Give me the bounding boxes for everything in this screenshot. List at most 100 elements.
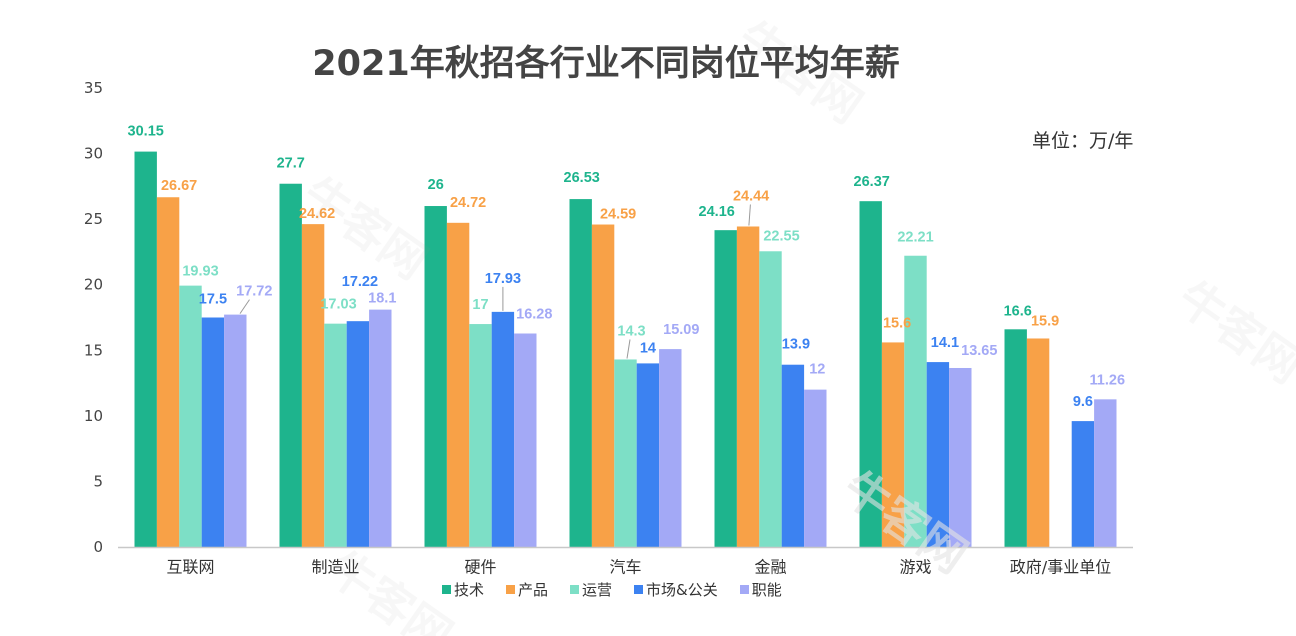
legend-label-tech: 技术 [454,581,485,599]
bar-series-4-category-1 [201,317,225,547]
legend-label-product: 产品 [518,581,549,599]
bar-series-5-category-6 [949,367,972,547]
data-label-series-2-category-5: 24.44 [733,189,769,205]
data-label-series-2-category-1: 26.67 [161,178,197,194]
data-label-series-3-category-4: 14.3 [617,324,645,340]
data-label-series-1-category-2: 27.7 [277,156,305,172]
data-label-series-3-category-5: 22.55 [763,228,799,244]
data-label-series-4-category-3: 17.93 [485,271,521,287]
legend-item-marketing-pr: 市场&公关 [634,579,718,600]
data-label-series-5-category-4: 15.09 [663,322,699,338]
data-label-series-1-category-7: 16.6 [1004,303,1032,319]
watermark-text: 牛客网 [1168,270,1296,393]
y-axis-tick-labels: 0 5 10 15 20 25 30 35 [84,79,103,556]
bar-series-2-category-5 [736,226,760,548]
y-tick-label: 25 [84,210,103,228]
bar-series-5-category-2 [369,309,392,547]
data-label-series-1-category-5: 24.16 [699,204,735,220]
data-label-series-4-category-2: 17.22 [342,274,378,290]
bar-series-4-category-5 [781,364,805,547]
bar-series-4-category-4 [636,363,660,547]
data-label-series-4-category-7: 9.6 [1073,394,1093,410]
data-label-series-3-category-1: 19.93 [182,264,218,280]
y-tick-label: 10 [84,407,103,425]
data-label-series-1-category-1: 30.15 [128,124,164,140]
bar-series-3-category-3 [469,324,492,547]
x-category-label: 汽车 [609,558,641,577]
x-category-label: 硬件 [464,558,496,577]
legend: 技术 产品 运营 市场&公关 职能 [442,579,782,600]
leader-line [748,204,751,226]
legend-item-tech: 技术 [442,579,484,600]
legend-swatch-operations [570,585,580,594]
data-label-series-1-category-6: 26.37 [854,174,890,190]
bar-series-3-category-1 [179,285,202,547]
data-label-series-2-category-6: 15.6 [883,315,911,331]
data-label-series-1-category-4: 26.53 [564,170,600,186]
bar-series-2-category-1 [156,197,180,548]
x-category-label: 互联网 [166,558,214,577]
bar-series-3-category-2 [324,323,347,547]
bar-series-4-category-2 [346,321,370,547]
data-label-series-4-category-1: 17.5 [199,292,227,308]
data-label-series-2-category-2: 24.62 [299,206,335,222]
bar-series-2-category-7 [1026,338,1050,547]
legend-label-operations: 运营 [582,581,613,599]
bar-series-5-category-5 [804,389,827,547]
y-tick-label: 35 [84,79,103,97]
legend-item-functional: 职能 [739,579,782,600]
bar-series-2-category-2 [301,224,325,547]
bar-series-4-category-6 [926,362,950,547]
legend-label-functional: 职能 [751,581,782,599]
leader-line [239,299,250,314]
data-label-series-4-category-4: 14 [640,340,656,356]
bar-series-2-category-4 [591,224,615,547]
bar-series-3-category-4 [614,359,637,547]
bar-series-1-category-5 [714,230,737,547]
bar-series-1-category-6 [859,201,882,547]
bar-series-1-category-3 [424,206,447,547]
x-category-label: 政府/事业单位 [1010,558,1111,577]
data-label-series-5-category-7: 11.26 [1090,372,1126,388]
bar-series-1-category-4 [569,199,592,547]
legend-swatch-functional [739,585,749,594]
watermark-text: 牛客网 [318,540,462,636]
data-label-series-5-category-1: 17.72 [236,284,272,300]
data-label-series-5-category-6: 13.65 [961,343,997,359]
x-axis-category-labels: 互联网 制造业 硬件 汽车 金融 游戏 政府/事业单位 [166,558,1111,577]
unit-label: 单位：万/年 [1032,130,1134,152]
data-label-series-5-category-5: 12 [809,362,825,378]
data-label-series-4-category-6: 14.1 [931,335,959,351]
legend-item-operations: 运营 [570,579,612,600]
y-tick-label: 30 [84,145,103,163]
legend-swatch-tech [442,585,451,594]
leader-line [626,339,631,359]
bar-series-3-category-5 [759,251,782,547]
data-label-series-4-category-5: 13.9 [782,337,810,353]
legend-swatch-marketing-pr [634,585,644,594]
bar-series-4-category-7 [1071,421,1095,547]
bar-series-2-category-3 [446,222,470,547]
y-tick-label: 15 [84,341,103,359]
y-tick-label: 5 [93,472,103,490]
bar-series-1-category-2 [279,183,302,548]
data-label-series-2-category-7: 15.9 [1031,314,1059,330]
bar-series-2-category-6 [881,342,905,547]
bar-series-5-category-1 [224,314,247,547]
legend-item-product: 产品 [506,579,548,600]
y-tick-label: 20 [84,276,103,294]
legend-label-marketing-pr: 市场&公关 [646,581,718,599]
bar-series-5-category-7 [1094,399,1117,547]
x-category-label: 制造业 [311,558,359,577]
bar-series-4-category-3 [491,311,515,547]
x-category-label: 游戏 [899,558,931,577]
data-label-series-3-category-6: 22.21 [897,230,933,246]
x-category-label: 金融 [754,558,786,577]
chart-title: 2021年秋招各行业不同岗位平均年薪 [312,44,900,84]
data-label-series-3-category-3: 17 [472,297,488,313]
data-label-series-3-category-2: 17.03 [320,297,356,313]
data-label-series-2-category-4: 24.59 [600,207,636,223]
legend-swatch-product [506,585,516,594]
bar-series-1-category-1 [134,151,157,547]
